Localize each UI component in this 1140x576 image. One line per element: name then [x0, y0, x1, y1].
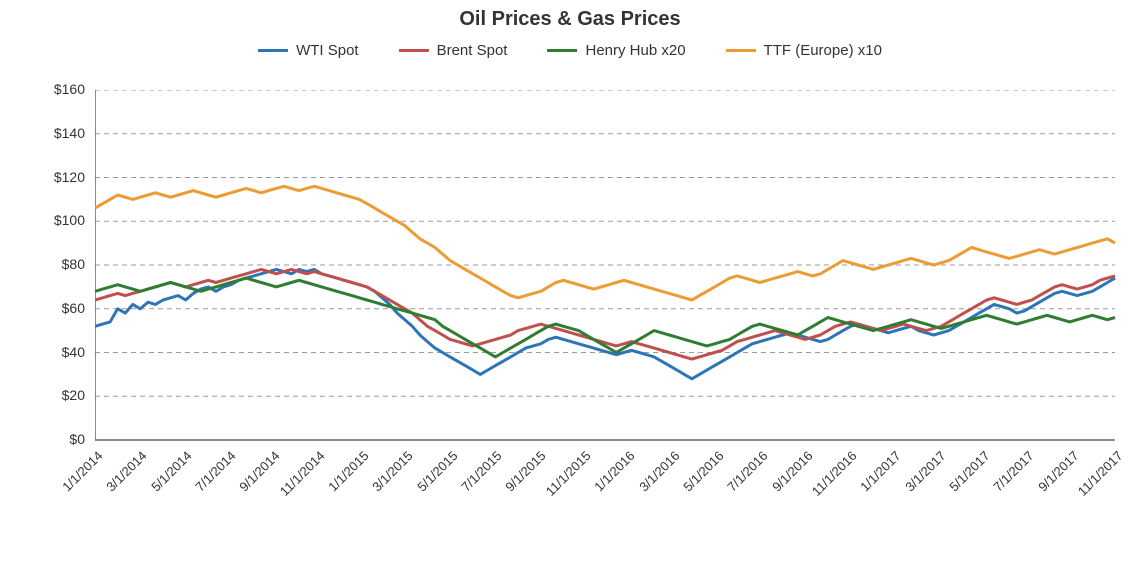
legend-swatch [399, 49, 429, 52]
x-tick-label: 3/1/2015 [370, 448, 416, 494]
chart-plot [95, 90, 1117, 442]
x-tick-label: 3/1/2014 [104, 448, 150, 494]
x-tick-label: 7/1/2014 [192, 448, 238, 494]
y-tick-label: $40 [0, 344, 85, 360]
y-tick-label: $100 [0, 212, 85, 228]
y-tick-label: $20 [0, 387, 85, 403]
x-tick-label: 1/1/2015 [325, 448, 371, 494]
y-tick-label: $80 [0, 256, 85, 272]
series-line [95, 278, 1115, 357]
x-tick-label: 11/1/2014 [277, 448, 328, 499]
legend-item: Henry Hub x20 [547, 42, 685, 59]
x-tick-label: 1/1/2016 [591, 448, 637, 494]
oil-gas-price-chart: Oil Prices & Gas Prices WTI Spot Brent Sp… [0, 0, 1140, 576]
legend-item: TTF (Europe) x10 [726, 42, 882, 59]
x-tick-label: 11/1/2016 [809, 448, 860, 499]
legend-label: Brent Spot [437, 42, 508, 59]
series-line [95, 186, 1115, 300]
x-tick-label: 7/1/2016 [724, 448, 770, 494]
x-tick-label: 5/1/2017 [946, 448, 992, 494]
x-tick-label: 5/1/2014 [148, 448, 194, 494]
y-tick-label: $0 [0, 431, 85, 447]
chart-legend: WTI Spot Brent Spot Henry Hub x20 TTF (Euro… [0, 42, 1140, 59]
x-tick-label: 5/1/2015 [414, 448, 460, 494]
x-tick-label: 3/1/2017 [902, 448, 948, 494]
legend-item: WTI Spot [258, 42, 359, 59]
legend-item: Brent Spot [399, 42, 508, 59]
legend-label: WTI Spot [296, 42, 359, 59]
x-tick-label: 3/1/2016 [636, 448, 682, 494]
x-tick-label: 1/1/2017 [857, 448, 903, 494]
legend-swatch [258, 49, 288, 52]
x-tick-label: 5/1/2016 [680, 448, 726, 494]
x-tick-label: 11/1/2015 [543, 448, 594, 499]
y-tick-label: $160 [0, 81, 85, 97]
legend-swatch [726, 49, 756, 52]
x-tick-label: 7/1/2015 [458, 448, 504, 494]
legend-swatch [547, 49, 577, 52]
x-tick-label: 1/1/2014 [59, 448, 105, 494]
legend-label: TTF (Europe) x10 [764, 42, 882, 59]
legend-label: Henry Hub x20 [585, 42, 685, 59]
y-tick-label: $140 [0, 125, 85, 141]
x-tick-label: 7/1/2017 [991, 448, 1037, 494]
x-tick-label: 11/1/2017 [1075, 448, 1126, 499]
y-tick-label: $120 [0, 169, 85, 185]
y-tick-label: $60 [0, 300, 85, 316]
chart-title: Oil Prices & Gas Prices [0, 8, 1140, 31]
